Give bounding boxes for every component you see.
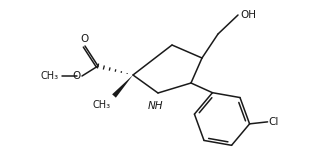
Text: Cl: Cl — [269, 117, 279, 127]
Polygon shape — [112, 75, 133, 98]
Text: CH₃: CH₃ — [41, 71, 59, 81]
Text: O: O — [81, 34, 89, 44]
Text: NH: NH — [147, 101, 163, 111]
Text: CH₃: CH₃ — [93, 100, 111, 110]
Text: OH: OH — [240, 10, 256, 20]
Text: O: O — [73, 71, 81, 81]
